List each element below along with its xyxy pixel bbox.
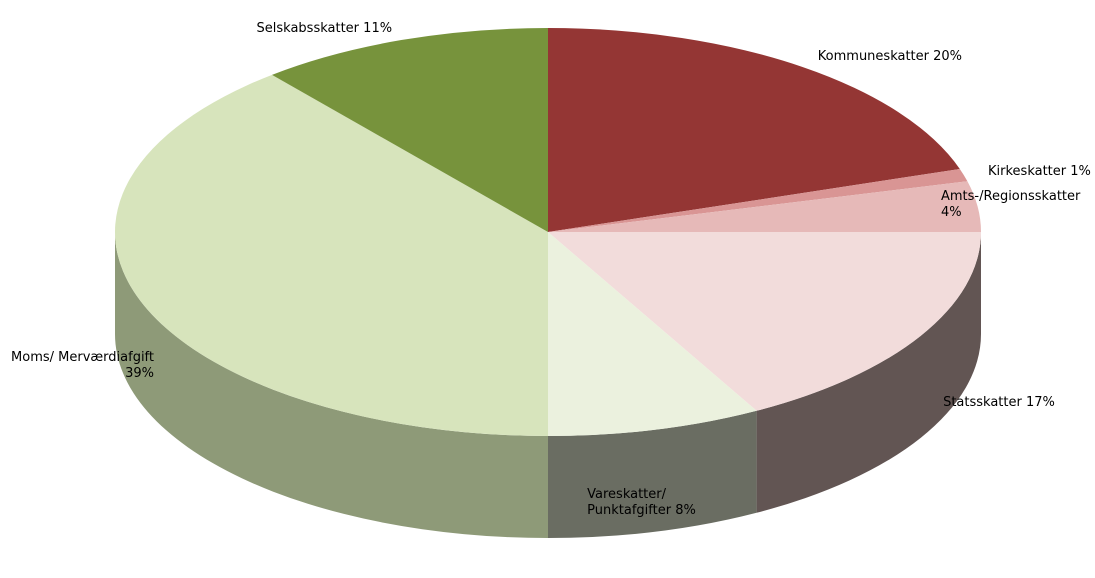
slice [548,232,757,436]
category-label: Vareskatter/ Punktafgifter [587,486,672,518]
slice [548,181,981,232]
slice-side [548,410,757,538]
category-label: Moms/ Merværdiafgift [11,350,154,366]
data-label: Moms/ Merværdiafgift 39% [4,350,154,382]
data-label: Amts-/Regionsskatter 4% [941,189,1091,221]
category-label: Statsskatter [943,395,1022,411]
value-label: 39% [125,366,154,382]
slice [548,232,981,411]
value-label: 11% [363,20,393,36]
value-label: 20% [933,49,963,65]
slice-side [115,232,548,538]
category-label: Kirkeskatter [988,163,1067,179]
data-label: Statsskatter 17% [943,395,1055,411]
data-label: Selskabsskatter 11% [257,21,393,37]
value-label: 8% [675,502,696,518]
slice [548,168,968,232]
category-label: Kommuneskatter [817,49,929,65]
slice-side [756,232,981,513]
category-label: Selskabsskatter [256,20,360,36]
value-label: 4% [941,204,962,220]
category-label: Amts-/Regionsskatter [941,188,1081,204]
data-label: Kommuneskatter 20% [818,49,962,65]
data-label: Vareskatter/ Punktafgifter 8% [587,487,737,519]
value-label: 17% [1025,395,1055,411]
data-label: Kirkeskatter 1% [988,164,1091,180]
slice [271,28,548,232]
value-label: 1% [1070,163,1091,179]
slice [548,28,960,232]
slice [114,74,548,436]
